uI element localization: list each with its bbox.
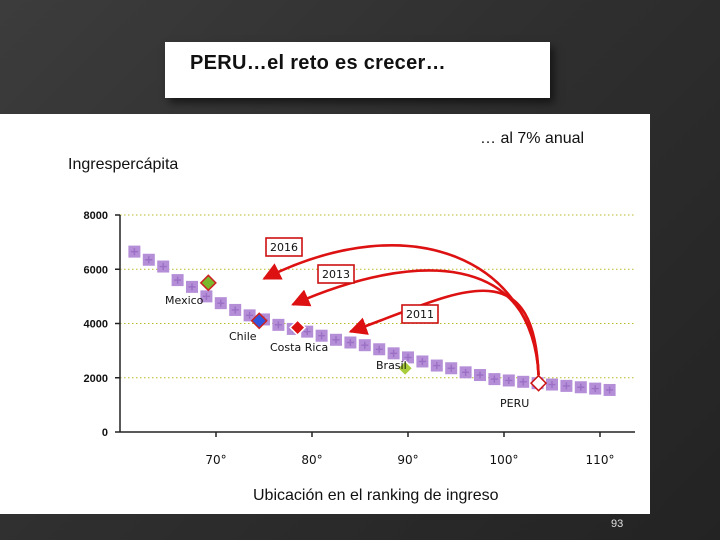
band-marker-cross	[505, 376, 513, 384]
x-tick-label: 80°	[301, 453, 322, 467]
chart-panel	[0, 114, 650, 514]
country-marker	[396, 359, 414, 377]
country-label: Mexico	[165, 294, 204, 307]
y-axis-label: Ingrespercápita	[68, 156, 179, 173]
y-tick-label: 2000	[84, 373, 108, 385]
band-marker-cross	[462, 368, 470, 376]
growth-arrow	[348, 289, 540, 376]
y-tick-label: 4000	[84, 319, 108, 331]
band-marker-cross	[159, 263, 167, 271]
x-tick-label: 100°	[490, 453, 519, 467]
x-tick-label: 110°	[586, 453, 615, 467]
y-tick-label: 6000	[84, 264, 108, 276]
band-marker-cross	[447, 364, 455, 372]
band-marker-cross	[390, 349, 398, 357]
band-marker-cross	[145, 256, 153, 264]
y-tick-label: 8000	[84, 210, 108, 222]
country-label: Brasil	[376, 359, 407, 372]
target-year-label: 2013	[322, 268, 350, 281]
band-marker-cross	[577, 383, 585, 391]
band-marker-cross	[490, 375, 498, 383]
target-year-box	[265, 237, 303, 257]
country-marker	[199, 274, 217, 292]
band-marker-cross	[130, 248, 138, 256]
target-year-box	[317, 264, 355, 284]
band-marker-cross	[404, 353, 412, 361]
band-marker-cross	[332, 336, 340, 344]
band-marker-cross	[476, 371, 484, 379]
slide-title: PERU…el reto es crecer…	[190, 52, 446, 74]
band-marker-cross	[418, 357, 426, 365]
band-marker-cross	[202, 292, 210, 300]
band-marker-cross	[174, 276, 182, 284]
page-number: 93	[611, 518, 624, 530]
growth-subtitle: … al 7% anual	[480, 130, 585, 147]
y-tick-label: 0	[102, 427, 108, 439]
band-marker-cross	[591, 385, 599, 393]
band-marker-cross	[246, 311, 254, 319]
x-tick-label: 70°	[205, 453, 226, 467]
country-marker	[289, 319, 307, 337]
growth-arrow	[291, 269, 540, 376]
country-label: PERU	[500, 397, 529, 410]
band-marker-cross	[274, 321, 282, 329]
band-marker-cross	[433, 362, 441, 370]
country-label: Chile	[229, 330, 257, 343]
band-marker-cross	[318, 332, 326, 340]
x-axis-label: Ubicación en el ranking de ingreso	[253, 487, 499, 504]
band-marker-cross	[217, 299, 225, 307]
title-box	[165, 42, 550, 98]
band-marker-cross	[303, 328, 311, 336]
x-tick-label: 90°	[397, 453, 418, 467]
target-year-label: 2011	[406, 308, 434, 321]
band-marker-cross	[562, 382, 570, 390]
band-marker-cross	[188, 283, 196, 291]
band-marker-cross	[375, 345, 383, 353]
band-marker-cross	[346, 338, 354, 346]
country-label: Costa Rica	[270, 341, 328, 354]
target-year-label: 2016	[270, 241, 298, 254]
country-marker	[250, 312, 268, 330]
band-marker-cross	[548, 381, 556, 389]
band-marker-cross	[606, 386, 614, 394]
band-marker-cross	[519, 378, 527, 386]
target-year-box	[401, 304, 439, 324]
band-marker-cross	[231, 306, 239, 314]
band-marker-cross	[361, 341, 369, 349]
country-marker	[529, 374, 548, 392]
